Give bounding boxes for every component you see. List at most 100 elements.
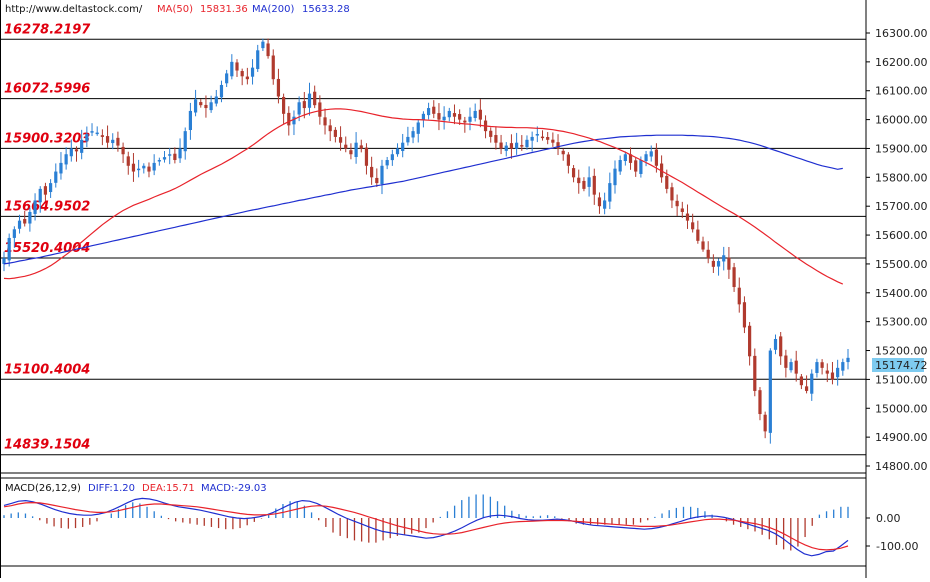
candle-body [28, 211, 32, 224]
candle [711, 254, 715, 273]
macd-histogram-value: MACD:-29.03 [201, 483, 267, 494]
candlestick-series [2, 38, 850, 444]
candle [12, 226, 16, 248]
candle-body [463, 120, 467, 123]
candle [644, 150, 648, 167]
candle [825, 363, 829, 383]
candle [551, 132, 555, 147]
candle-body [582, 180, 586, 189]
candle [732, 262, 736, 292]
candle [571, 165, 576, 183]
candle [675, 194, 679, 217]
candle-body [313, 91, 317, 106]
candle [722, 246, 726, 271]
candle [23, 211, 27, 227]
candle [302, 91, 306, 119]
candle-body [395, 148, 400, 155]
candle [748, 321, 752, 366]
candle [183, 127, 187, 160]
candle [209, 95, 213, 113]
price-tick-label: 14900.00 [875, 431, 928, 444]
candle [753, 348, 757, 397]
price-tick-label: 15300.00 [875, 316, 928, 329]
candle [566, 152, 570, 174]
candle-body [473, 110, 477, 119]
candle-body [794, 360, 798, 374]
candle [582, 177, 586, 192]
candle [370, 156, 374, 185]
candle-body [675, 200, 679, 207]
candle-body [240, 71, 244, 77]
candle-body [266, 43, 270, 57]
candle-body [219, 84, 224, 98]
candle [634, 157, 638, 177]
price-tick-label: 16300.00 [875, 27, 928, 40]
candle [489, 127, 493, 143]
candle [193, 89, 198, 117]
candle-body [644, 154, 648, 162]
candle [468, 107, 472, 131]
candle-body [54, 171, 58, 183]
candle-body [737, 287, 741, 305]
candle-body [390, 154, 394, 161]
candle [758, 387, 762, 421]
candle [473, 103, 477, 122]
candle-body [276, 78, 281, 97]
candle [515, 132, 519, 155]
candle [54, 163, 58, 188]
candle [680, 201, 684, 218]
candle [266, 38, 270, 59]
candle-body [706, 249, 710, 259]
candle-body [121, 146, 125, 155]
price-tick-label: 15800.00 [875, 171, 928, 184]
price-tick-label: 14800.00 [875, 460, 928, 473]
candle [608, 172, 612, 210]
candle-body [634, 160, 638, 172]
candle [43, 182, 48, 201]
candle [230, 54, 234, 80]
candle-body [716, 261, 721, 267]
candle [401, 133, 405, 158]
candle-body [603, 200, 607, 209]
candle-body [173, 153, 177, 161]
candle-body [535, 134, 539, 136]
candle-body [836, 367, 840, 378]
candle-body [437, 113, 441, 120]
candle [603, 192, 607, 215]
price-axis: 16300.00 16200.00 16100.00 16000.00 15900.00… [865, 0, 928, 578]
candle-body [830, 372, 835, 380]
site-url[interactable]: http://www.deltastock.com/ [5, 4, 143, 15]
candle-body [250, 67, 255, 77]
ma200-line [3, 134, 843, 265]
candle-body [551, 139, 555, 143]
candle [799, 374, 803, 390]
candle [162, 150, 167, 163]
candle-body [458, 114, 462, 120]
candle-body [380, 165, 384, 185]
ma50-value: 15831.36 [200, 4, 248, 15]
candle-body [85, 134, 89, 142]
candle-body [499, 142, 503, 149]
candle [17, 214, 22, 234]
candle-body [649, 151, 653, 157]
candle-body [447, 110, 451, 118]
candle-body [566, 154, 570, 166]
candle-body [401, 142, 405, 152]
candle-body [225, 73, 229, 84]
candle [142, 163, 146, 174]
candle [499, 134, 503, 155]
macd-diff-value: DIFF:1.20 [88, 483, 135, 494]
candle [95, 126, 99, 136]
candle-body [416, 122, 420, 134]
candle-body [323, 117, 327, 126]
candle [59, 152, 63, 180]
candle [613, 160, 617, 194]
candle [779, 332, 783, 365]
candle [276, 68, 281, 104]
candle-body [359, 145, 363, 149]
candle-body [779, 336, 783, 357]
candle [85, 126, 89, 148]
candle [105, 125, 110, 148]
candle [463, 116, 467, 133]
macd-tick-label: 0.00 [876, 512, 901, 525]
